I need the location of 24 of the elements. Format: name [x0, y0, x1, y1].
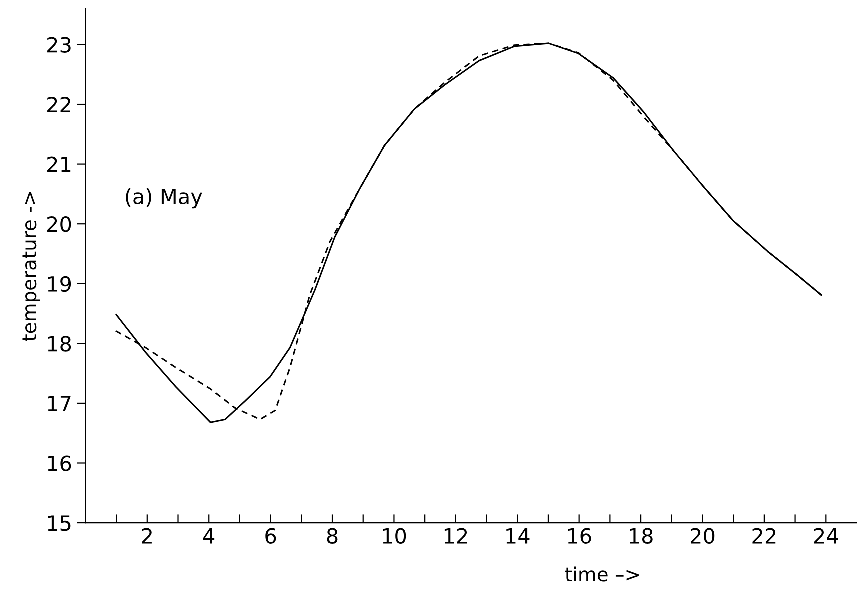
- x-tick-label: 6: [266, 528, 276, 544]
- y-tick-label: 17: [48, 396, 71, 412]
- y-tick-label: 20: [48, 216, 72, 232]
- x-tick-label: 12: [444, 528, 468, 544]
- x-tick-label: 16: [568, 528, 592, 544]
- y-tick-label: 23: [48, 37, 71, 53]
- x-tick-label: 10: [383, 528, 406, 544]
- x-tick-label: 20: [691, 528, 715, 544]
- x-axis-title: time –>: [565, 566, 639, 582]
- y-axis-title: temperature ->: [22, 192, 40, 342]
- x-tick-label: 4: [204, 528, 215, 544]
- y-tick-label: 19: [48, 276, 72, 292]
- y-tick-label: 16: [48, 456, 72, 472]
- x-tick-label: 8: [327, 528, 338, 544]
- x-tick-label: 2: [142, 528, 152, 544]
- annotation: (a) May: [126, 188, 202, 209]
- x-tick-label: 14: [506, 528, 530, 544]
- y-tick-label: 22: [48, 96, 70, 112]
- x-tick-label: 22: [752, 528, 776, 544]
- x-tick-label: 24: [814, 528, 838, 544]
- y-tick-label: 21: [48, 156, 71, 172]
- x-tick-label: 18: [630, 528, 653, 544]
- y-tick-label: 15: [48, 516, 71, 532]
- y-tick-label: 18: [48, 336, 72, 352]
